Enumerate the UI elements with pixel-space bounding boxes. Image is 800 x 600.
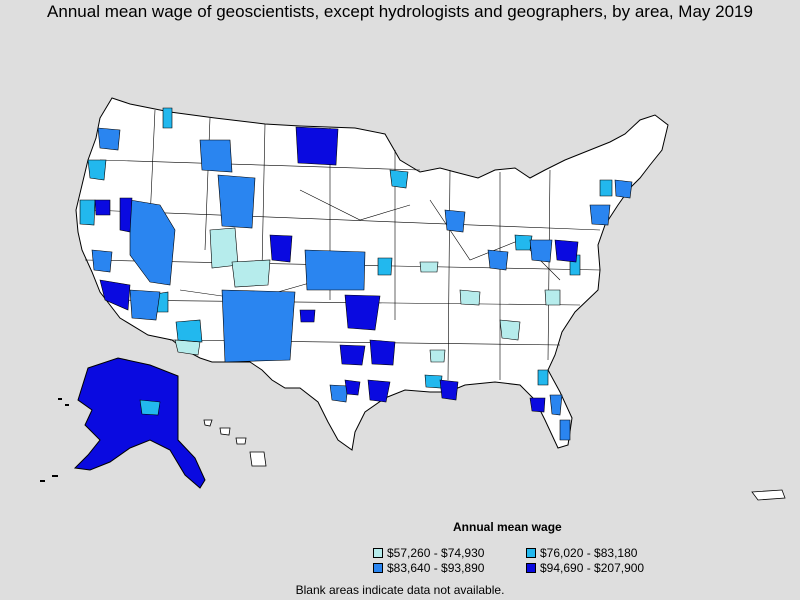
legend-label: $94,690 - $207,900 (540, 561, 645, 575)
puerto-rico (751, 489, 786, 501)
alaska-inner-area (139, 399, 161, 416)
regions-top-tier (94, 126, 579, 413)
map-title: Annual mean wage of geoscientists, excep… (47, 2, 753, 21)
footnote: Blank areas indicate data not available. (295, 583, 505, 597)
alaska-islands (40, 398, 69, 482)
legend-item-top: $94,690 - $207,900 (526, 561, 644, 575)
legend-swatch (526, 563, 536, 573)
legend-swatch (526, 548, 536, 558)
legend-item-second: $76,020 - $83,180 (526, 546, 637, 560)
regions-lowest-tier (174, 227, 561, 363)
alaska-land (73, 357, 206, 489)
legend-item-lowest: $57,260 - $74,930 (373, 546, 484, 560)
legend-label: $57,260 - $74,930 (387, 546, 485, 560)
legend-swatch (373, 548, 383, 558)
legend-label: $76,020 - $83,180 (540, 546, 638, 560)
legend-label: $83,640 - $93,890 (387, 561, 485, 575)
legend-item-third: $83,640 - $93,890 (373, 561, 484, 575)
hawaii-islands (203, 419, 267, 467)
legend-title: Annual mean wage (453, 520, 562, 534)
regions-third-tier (91, 127, 633, 441)
regions-second-tier (79, 107, 613, 416)
legend-swatch (373, 563, 383, 573)
